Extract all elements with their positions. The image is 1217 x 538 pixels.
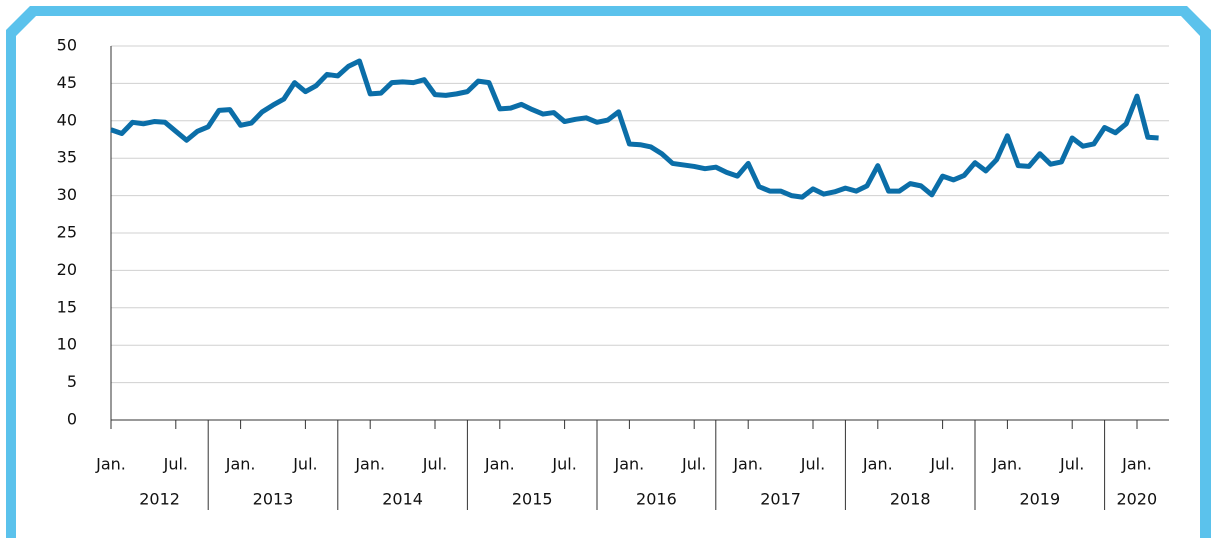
x-tick-label: Jan.: [992, 455, 1023, 474]
x-tick-label: Jul.: [1059, 455, 1084, 474]
x-tick-label: Jul.: [422, 455, 447, 474]
y-tick-label: 35: [57, 148, 77, 167]
y-tick-label: 30: [57, 185, 77, 204]
x-tick-label: Jan.: [1121, 455, 1152, 474]
y-tick-label: 10: [57, 335, 77, 354]
y-tick-label: 5: [67, 372, 77, 391]
y-tick-label: 40: [57, 110, 77, 129]
x-tick-label: Jul.: [929, 455, 954, 474]
x-tick-label: Jul.: [800, 455, 825, 474]
x-tick-label: Jan.: [862, 455, 893, 474]
x-tick-label: Jul.: [292, 455, 317, 474]
year-label: 2019: [1019, 490, 1060, 509]
x-tick-label: Jul.: [163, 455, 188, 474]
year-label: 2014: [382, 490, 423, 509]
y-tick-label: 15: [57, 297, 77, 316]
x-tick-label: Jan.: [225, 455, 256, 474]
x-tick-label: Jan.: [484, 455, 515, 474]
x-tick-label: Jul.: [551, 455, 576, 474]
year-label: 2018: [890, 490, 931, 509]
year-label: 2012: [139, 490, 180, 509]
year-label: 2013: [253, 490, 294, 509]
y-tick-label: 25: [57, 223, 77, 242]
x-tick-label: Jan.: [732, 455, 763, 474]
x-tick-label: Jan.: [354, 455, 385, 474]
year-label: 2020: [1116, 490, 1157, 509]
x-tick-label: Jan.: [95, 455, 126, 474]
year-label: 2015: [512, 490, 553, 509]
y-tick-label: 50: [57, 36, 77, 55]
x-tick-label: Jul.: [681, 455, 706, 474]
y-tick-label: 45: [57, 73, 77, 92]
y-tick-label: 20: [57, 260, 77, 279]
year-label: 2016: [636, 490, 677, 509]
x-tick-label: Jan.: [614, 455, 645, 474]
line: [110, 58, 1159, 200]
year-label: 2017: [760, 490, 801, 509]
y-tick-label: 0: [67, 410, 77, 429]
